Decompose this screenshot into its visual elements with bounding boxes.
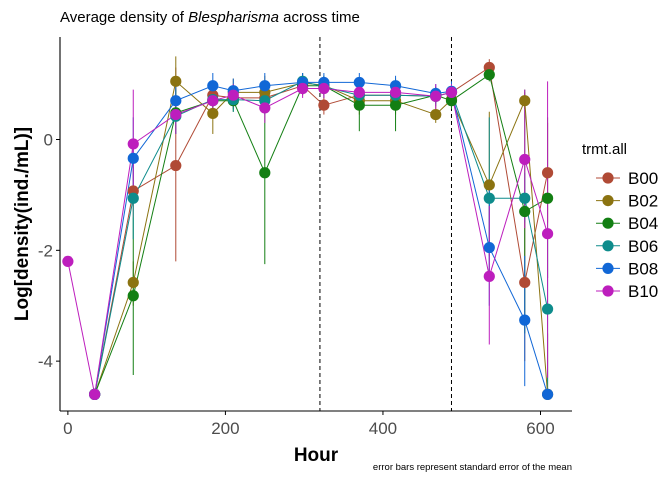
point-b02 — [127, 276, 139, 289]
legend-items: B00 B02 B04 B06 B08 B10 — [596, 169, 658, 301]
legend-item-b04: B04 — [596, 214, 658, 233]
point-b02 — [483, 179, 495, 191]
point-b10 — [430, 90, 442, 102]
point-b10 — [127, 138, 139, 150]
legend-title: trmt.all — [582, 141, 627, 158]
point-b10 — [353, 86, 365, 99]
y-axis-label: Log[density(ind./mL)] — [12, 127, 33, 321]
point-b06 — [127, 192, 139, 204]
x-axis-label: Hour — [294, 445, 339, 466]
series-line-b06 — [94, 80, 549, 395]
point-b10 — [207, 95, 219, 107]
point-b08 — [541, 388, 554, 400]
point-b04 — [353, 99, 365, 111]
legend-key-point-b08 — [602, 262, 614, 274]
point-b10 — [227, 89, 239, 101]
point-b02 — [170, 75, 182, 87]
point-b06 — [483, 192, 495, 204]
point-b00 — [541, 167, 554, 179]
legend: trmt.all B00 B02 B04 B06 B08 B10 — [582, 141, 658, 301]
data-points — [62, 61, 554, 400]
point-b10 — [389, 86, 402, 99]
y-tick-label: 0 — [44, 131, 53, 150]
point-b10 — [62, 255, 74, 267]
point-b00 — [318, 99, 330, 111]
series-line-b10 — [67, 88, 549, 395]
point-b02 — [519, 95, 531, 107]
series-line-b02 — [94, 80, 549, 395]
series-line-b04 — [94, 73, 548, 395]
y-tick-label: -4 — [38, 352, 53, 371]
point-b10 — [445, 86, 458, 99]
point-b10 — [89, 388, 101, 400]
point-b10 — [519, 153, 531, 166]
point-b08 — [127, 152, 139, 164]
chart-title-species: Blespharisma — [188, 9, 280, 26]
chart-title-prefix: Average density of — [60, 9, 189, 26]
point-b06 — [541, 303, 554, 315]
point-b00 — [170, 159, 182, 172]
y-tick-label: -2 — [38, 241, 53, 260]
reference-lines — [319, 37, 452, 411]
point-b10 — [483, 270, 495, 282]
legend-key-point-b06 — [602, 240, 614, 252]
legend-item-b06: B06 — [596, 237, 658, 256]
legend-label-b08: B08 — [628, 259, 658, 278]
point-b04 — [519, 205, 531, 218]
series-lines — [67, 66, 549, 395]
legend-key-point-b04 — [602, 217, 614, 229]
legend-item-b02: B02 — [596, 192, 658, 211]
point-b08 — [483, 241, 495, 254]
point-b08 — [259, 80, 271, 92]
point-b04 — [389, 99, 402, 111]
legend-label-b10: B10 — [628, 282, 658, 301]
point-b06 — [519, 192, 531, 204]
point-b08 — [207, 80, 219, 92]
point-b10 — [541, 228, 554, 240]
point-b10 — [318, 82, 330, 95]
legend-key-point-b00 — [602, 172, 614, 184]
point-b10 — [170, 108, 182, 121]
point-b08 — [170, 95, 182, 107]
point-b02 — [207, 107, 219, 120]
legend-key-point-b02 — [602, 195, 614, 207]
point-b00 — [519, 276, 531, 289]
point-b08 — [353, 76, 365, 89]
point-b04 — [541, 192, 554, 204]
legend-label-b02: B02 — [628, 192, 658, 211]
point-b10 — [259, 102, 271, 114]
point-b04 — [259, 167, 271, 179]
chart-caption: error bars represent standard error of t… — [373, 462, 572, 473]
legend-item-b00: B00 — [596, 169, 658, 188]
x-tick-label: 600 — [526, 419, 554, 438]
point-b02 — [430, 108, 442, 121]
point-b04 — [127, 290, 139, 302]
legend-label-b00: B00 — [628, 169, 658, 188]
point-b08 — [519, 314, 531, 326]
legend-label-b04: B04 — [628, 214, 658, 233]
point-b04 — [483, 69, 495, 81]
series-line-b08 — [94, 81, 549, 395]
legend-label-b06: B06 — [628, 237, 658, 256]
x-tick-label: 400 — [369, 419, 397, 438]
chart-title: Average density of Blespharisma across t… — [60, 9, 360, 26]
x-tick-label: 0 — [63, 419, 72, 438]
legend-key-point-b10 — [602, 285, 614, 297]
point-b04 — [445, 95, 458, 107]
legend-item-b10: B10 — [596, 282, 658, 301]
legend-item-b08: B08 — [596, 259, 658, 278]
x-tick-label: 200 — [211, 419, 239, 438]
chart-title-suffix: across time — [279, 9, 360, 26]
point-b10 — [297, 82, 309, 95]
axes: 0 200 400 600 -4 -2 0 — [38, 37, 572, 438]
